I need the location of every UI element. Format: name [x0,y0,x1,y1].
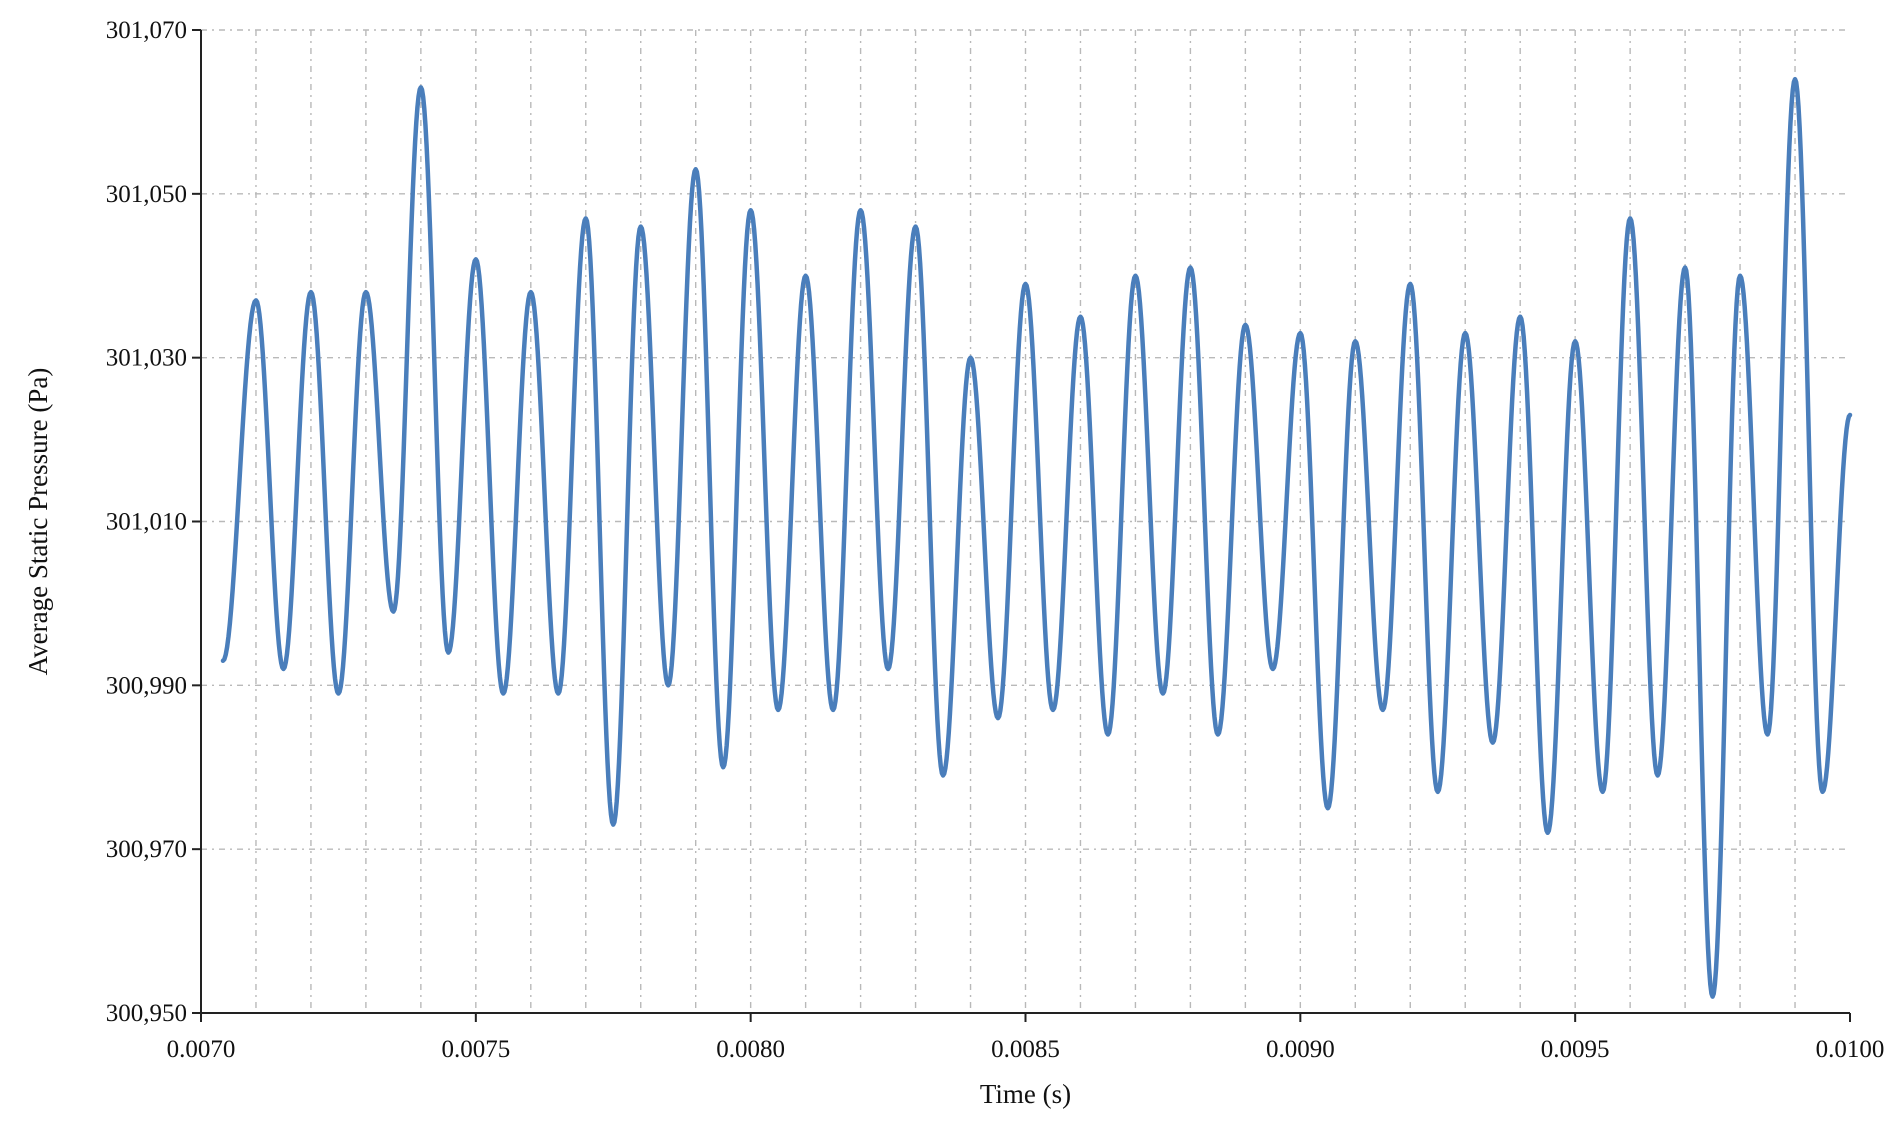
x-tick-label: 0.0085 [991,1036,1060,1063]
x-tick-label: 0.0095 [1541,1036,1610,1063]
y-tick-label: 301,010 [106,509,187,536]
x-axis-title: Time (s) [980,1079,1071,1109]
x-tick-label: 0.0090 [1266,1036,1335,1063]
x-tick-label: 0.0100 [1816,1036,1885,1063]
grid-lines [201,29,1850,1013]
y-axis-title: Average Static Pressure (Pa) [23,368,53,676]
x-tick-label: 0.0075 [441,1036,510,1063]
axes [192,29,1851,1022]
pressure-series-line [220,76,1853,999]
x-tick-label: 0.0080 [716,1036,785,1063]
data-series [220,76,1853,999]
y-tick-label: 300,970 [106,836,187,863]
x-tick-label: 0.0070 [167,1036,236,1063]
y-tick-label: 301,070 [106,17,187,44]
y-tick-label: 300,950 [106,1000,187,1027]
y-tick-label: 301,050 [106,181,187,208]
y-tick-label: 300,990 [106,672,187,699]
y-tick-label: 301,030 [106,345,187,372]
tick-labels: 300,950 300,970 300,990 301,010 301,030 301,0… [106,17,1885,1063]
